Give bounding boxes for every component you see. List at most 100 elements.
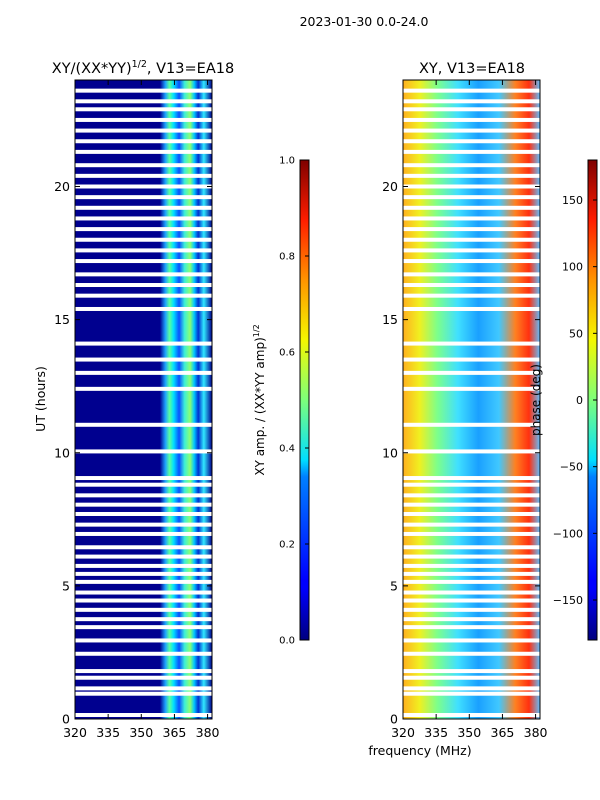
phase-colorbar-tick-label: 150 [562, 194, 583, 207]
phase-x-tick-label: 320 [391, 725, 415, 740]
phase-flag-band [403, 341, 540, 346]
phase-flag-band [403, 476, 540, 481]
amplitude-y-tick-label: 20 [54, 179, 70, 194]
amplitude-flag-bands [75, 88, 212, 718]
amplitude-x-axis: 320 335 350 365 380 [63, 80, 220, 740]
amplitude-flag-band [75, 482, 212, 487]
phase-panel: XY, V13=EA18 320 335 350 365 380 0 5 10 15 20 [382, 61, 547, 740]
amplitude-flag-band [75, 272, 212, 277]
amplitude-y-axis: 0 5 10 15 20 [54, 179, 212, 727]
phase-colorbar: 150 100 50 0 −50 −100 −150 phase (deg) [529, 159, 598, 641]
phase-flag-band [403, 283, 540, 288]
phase-flag-band [403, 691, 540, 696]
phase-y-tick-label: 20 [382, 179, 398, 194]
amplitude-flag-band [75, 691, 212, 696]
phase-colorbar-label: phase (deg) [529, 364, 543, 436]
phase-colorbar-tick-label: 100 [562, 261, 583, 274]
phase-flag-band [403, 554, 540, 559]
amplitude-colorbar-tick-label: 0.6 [279, 348, 295, 359]
amplitude-colorbar-tick-label: 1.0 [279, 156, 295, 167]
phase-flag-band [403, 227, 540, 232]
phase-flag-band [403, 638, 540, 643]
amplitude-flag-band [75, 502, 212, 507]
phase-flag-band [403, 511, 540, 516]
phase-flag-band [403, 607, 540, 612]
amplitude-flag-band [75, 283, 212, 288]
amplitude-flag-band [75, 99, 212, 104]
amplitude-colorbar-tick-label: 0.8 [279, 252, 295, 263]
phase-flag-band [403, 482, 540, 487]
amplitude-colorbar-ticks: 0.0 0.2 0.4 0.6 0.8 1.0 [279, 156, 309, 647]
phase-flag-band [403, 128, 540, 133]
phase-flag-band [403, 163, 540, 168]
amplitude-colorbar-label: XY amp. / (XX*YY amp)1/2 [252, 324, 267, 475]
amplitude-flag-band [75, 195, 212, 200]
phase-flag-band [403, 651, 540, 656]
amplitude-flag-band [75, 675, 212, 680]
phase-flag-band [403, 563, 540, 568]
phase-colorbar-tick-label: −150 [553, 594, 583, 607]
amplitude-flag-band [75, 386, 212, 391]
phase-y-tick-label: 15 [382, 312, 398, 327]
phase-colorbar-tick-label: −50 [560, 461, 583, 474]
amplitude-flag-band [75, 476, 212, 481]
amplitude-flag-band [75, 88, 212, 93]
amplitude-flag-band [75, 511, 212, 516]
phase-flag-band [403, 237, 540, 242]
amplitude-x-tick-label: 365 [163, 725, 187, 740]
phase-x-tick-label: 335 [424, 725, 448, 740]
amplitude-flag-band [75, 357, 212, 362]
phase-panel-title: XY, V13=EA18 [419, 61, 525, 77]
amplitude-flag-band [75, 545, 212, 550]
amplitude-flag-band [75, 449, 212, 454]
phase-colorbar-tick-label: 50 [569, 327, 583, 340]
phase-flag-band [403, 88, 540, 93]
amplitude-x-tick-label: 380 [196, 725, 220, 740]
amplitude-flag-band [75, 563, 212, 568]
amplitude-flag-band [75, 370, 212, 375]
amplitude-colorbar-tick-label: 0.4 [279, 444, 295, 455]
phase-flag-band [403, 675, 540, 680]
phase-plot-frame [402, 79, 541, 720]
phase-flag-band [403, 293, 540, 298]
amplitude-flag-band [75, 522, 212, 527]
phase-flag-band [403, 713, 540, 718]
phase-flag-band [403, 571, 540, 576]
amplitude-flag-band [75, 638, 212, 643]
phase-y-axis: 0 5 10 15 20 [382, 179, 540, 727]
frequency-axis-label: frequency (MHz) [368, 743, 471, 758]
phase-colorbar-ticks: 150 100 50 0 −50 −100 −150 [553, 194, 597, 607]
amplitude-panel-title: XY/(XX*YY)1/2, V13=EA18 [52, 59, 234, 77]
phase-flag-band [403, 669, 540, 674]
phase-flag-band [403, 386, 540, 391]
amplitude-panel: XY/(XX*YY)1/2, V13=EA18 320 335 350 365 380 … [33, 59, 234, 740]
amplitude-flag-band [75, 686, 212, 691]
amplitude-flag-band [75, 531, 212, 536]
phase-x-tick-label: 380 [524, 725, 548, 740]
amplitude-flag-band [75, 651, 212, 656]
amplitude-flag-band [75, 293, 212, 298]
amplitude-flag-band [75, 227, 212, 232]
amplitude-flag-band [75, 579, 212, 584]
phase-flag-band [403, 99, 540, 104]
phase-x-tick-label: 365 [491, 725, 515, 740]
phase-flag-band [403, 139, 540, 144]
phase-x-axis: 320 335 350 365 380 [391, 80, 548, 740]
amplitude-flag-band [75, 422, 212, 427]
amplitude-flag-band [75, 117, 212, 122]
phase-flag-band [403, 493, 540, 498]
amplitude-flag-band [75, 493, 212, 498]
phase-flag-bands [403, 88, 540, 718]
amplitude-flag-band [75, 184, 212, 189]
phase-flag-band [403, 117, 540, 122]
phase-y-tick-label: 0 [390, 712, 398, 727]
amplitude-y-tick-label: 10 [54, 445, 70, 460]
phase-flag-band [403, 205, 540, 210]
amplitude-flag-band [75, 571, 212, 576]
phase-flag-band [403, 272, 540, 277]
phase-flag-band [403, 216, 540, 221]
figure-title: 2023-01-30 0.0-24.0 [300, 14, 429, 29]
phase-flag-band [403, 107, 540, 112]
amplitude-flag-band [75, 590, 212, 595]
